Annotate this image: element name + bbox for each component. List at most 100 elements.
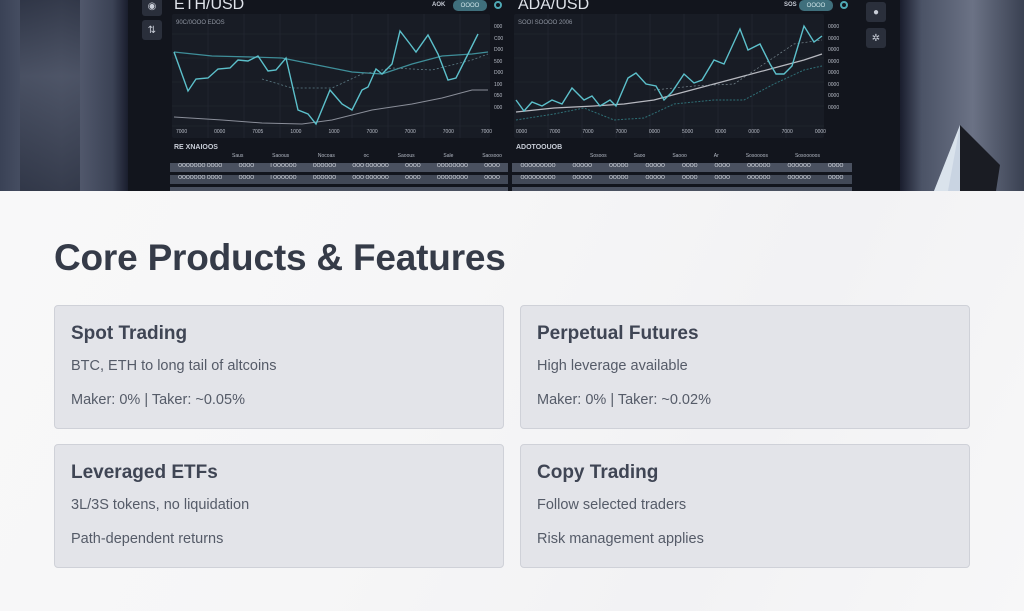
right-tool-rail: ● ✲ bbox=[860, 0, 900, 191]
column-header: Sosoooos bbox=[745, 153, 768, 159]
chart-caption: SOOI SOOOO 2006 bbox=[518, 20, 573, 26]
table-row: OOOOOOO OOOO OOOO I OOOOOO OOOOOO OOO OO… bbox=[170, 163, 508, 172]
settings-dot-icon bbox=[840, 1, 848, 9]
x-tick: 7000 bbox=[480, 129, 492, 135]
x-tick: 7000 bbox=[615, 129, 627, 135]
y-tick: 0000 bbox=[828, 93, 840, 99]
table-row bbox=[170, 187, 508, 191]
hero-image: ◉ ⇅ ETH/USD AOK OOOO bbox=[0, 0, 1024, 191]
pair-title: ADA/USD bbox=[518, 0, 590, 13]
y-tick: 0000 bbox=[828, 58, 840, 65]
x-tick: 0000 bbox=[516, 129, 528, 135]
feature-card-copy-trading: Copy Trading Follow selected traders Ris… bbox=[520, 444, 970, 568]
y-tick: 0000 bbox=[828, 24, 840, 30]
timeframe-button: OOOO bbox=[799, 0, 833, 11]
x-tick: 7000 bbox=[176, 129, 188, 135]
table-cell: OOOOO bbox=[609, 175, 629, 181]
y-tick: 000 bbox=[494, 104, 503, 111]
y-tick: 0000 bbox=[828, 47, 840, 53]
y-tick: 0000 bbox=[828, 35, 840, 42]
pair-tag: AOK bbox=[432, 2, 446, 8]
card-title: Spot Trading bbox=[71, 323, 188, 344]
card-description: Follow selected traders bbox=[537, 497, 687, 513]
x-tick: 7000 bbox=[582, 129, 594, 135]
feature-card-spot-trading: Spot Trading BTC, ETH to long tail of al… bbox=[54, 305, 504, 429]
column-header: Saosooo bbox=[482, 153, 502, 159]
left-tool-rail: ◉ ⇅ bbox=[128, 0, 168, 191]
table-header: Saus Saoous Nocoas oc Saoous Sale Saosoo… bbox=[232, 153, 502, 161]
x-tick: 1000 bbox=[290, 129, 302, 135]
table-cell: OOOOOO bbox=[747, 163, 771, 169]
table-cell: OOOO bbox=[827, 163, 844, 169]
feature-card-leveraged-etfs: Leveraged ETFs 3L/3S tokens, no liquidat… bbox=[54, 444, 504, 568]
pair-title: ETH/USD bbox=[174, 0, 245, 13]
table-row: OOOOOOOOO OOOOO OOOOO OOOOO OOOO OOOO OO… bbox=[512, 175, 852, 184]
table-cell: OOOOOOOO bbox=[436, 175, 469, 181]
column-header: Sosooooos bbox=[794, 153, 820, 159]
x-tick: 0000 bbox=[715, 129, 727, 135]
card-description: 3L/3S tokens, no liquidation bbox=[71, 497, 250, 513]
x-tick: 7000 bbox=[781, 129, 793, 135]
column-header: oc bbox=[363, 153, 369, 159]
table-cell: OOOO bbox=[681, 163, 698, 169]
table-cell: I OOOOOO bbox=[270, 175, 297, 181]
y-tick: 050 bbox=[494, 93, 503, 99]
column-header: Sale bbox=[443, 153, 454, 159]
table-cell: OOOO bbox=[484, 175, 500, 181]
decorative-pyramid bbox=[900, 0, 1024, 191]
y-tick: D00 bbox=[494, 47, 504, 53]
x-tick: 0000 bbox=[648, 129, 660, 135]
exchange-icon: ⇅ bbox=[142, 20, 162, 40]
eth-price-chart: 90C/0OOO EDOS bbox=[172, 14, 490, 138]
table-cell: OOOOOOO OOOO bbox=[178, 175, 223, 181]
column-header: Saooo bbox=[672, 153, 687, 159]
table-cell: OOO OOOOOO bbox=[352, 163, 389, 169]
table-cell: OOOO bbox=[714, 175, 731, 181]
table-cell: OOOO bbox=[405, 175, 421, 181]
x-tick: 7000 bbox=[549, 129, 561, 135]
x-tick: 1000 bbox=[328, 129, 340, 135]
table-header: Sosoos Saoo Saooo Ar Sosoooos Sosooooos bbox=[590, 153, 820, 161]
table-cell: OOOO bbox=[238, 163, 255, 169]
feature-card-perpetual-futures: Perpetual Futures High leverage availabl… bbox=[520, 305, 970, 429]
card-description: BTC, ETH to long tail of altcoins bbox=[71, 358, 277, 374]
x-tick: 7000 bbox=[404, 129, 416, 135]
card-detail: Maker: 0% | Taker: ~0.05% bbox=[71, 392, 245, 408]
y-tick: C00 bbox=[494, 35, 504, 42]
table-title: RE XNAIOOS bbox=[174, 144, 218, 151]
column-header: Ar bbox=[713, 153, 719, 159]
settings-dot-icon bbox=[494, 1, 502, 9]
card-description: High leverage available bbox=[537, 358, 688, 374]
table-cell: OOOOOOO OOOO bbox=[178, 163, 223, 169]
column-header: Saoous bbox=[272, 153, 290, 159]
y-tick: D00 bbox=[494, 70, 504, 76]
pair-tag: SOS bbox=[784, 2, 797, 8]
table-cell: OOOOO bbox=[645, 175, 665, 181]
timeframe-button: OOOO bbox=[453, 0, 487, 11]
table-row bbox=[512, 187, 852, 191]
trading-dashboard-screen: ◉ ⇅ ETH/USD AOK OOOO bbox=[128, 0, 900, 191]
coin-icon: ◉ bbox=[142, 0, 162, 16]
table-cell: OOOOOO bbox=[747, 175, 771, 181]
table-row: OOOOOOOOO OOOOO OOOOO OOOOO OOOO OOOO OO… bbox=[512, 163, 852, 172]
table-cell: OOOOOOOOO bbox=[520, 163, 556, 169]
column-header: Saus bbox=[232, 153, 244, 159]
table-cell: OOOO bbox=[238, 175, 255, 181]
column-header: Nocoas bbox=[317, 153, 335, 159]
y-tick: 100 bbox=[494, 81, 503, 88]
table-cell: OOOOO bbox=[609, 163, 629, 169]
table-cell: I OOOOOO bbox=[270, 163, 297, 169]
table-cell: OOOOOO bbox=[787, 175, 811, 181]
background-blur bbox=[20, 0, 80, 191]
table-cell: OOOO bbox=[405, 163, 421, 169]
y-tick: 0000 bbox=[828, 81, 840, 88]
table-cell: OOOOOO bbox=[312, 163, 337, 169]
x-axis-labels: 7000 0000 7005 1000 1000 7000 7000 7000 … bbox=[176, 129, 492, 135]
x-tick: 0000 bbox=[214, 129, 226, 135]
x-tick: 7000 bbox=[442, 129, 454, 135]
eth-usd-panel: ETH/USD AOK OOOO bbox=[168, 0, 508, 191]
y-tick: 500 bbox=[494, 58, 503, 65]
x-axis-labels: 0000 7000 7000 7000 0000 5000 0000 0000 … bbox=[516, 129, 826, 135]
user-icon: ● bbox=[866, 2, 886, 22]
card-title: Copy Trading bbox=[537, 462, 659, 483]
